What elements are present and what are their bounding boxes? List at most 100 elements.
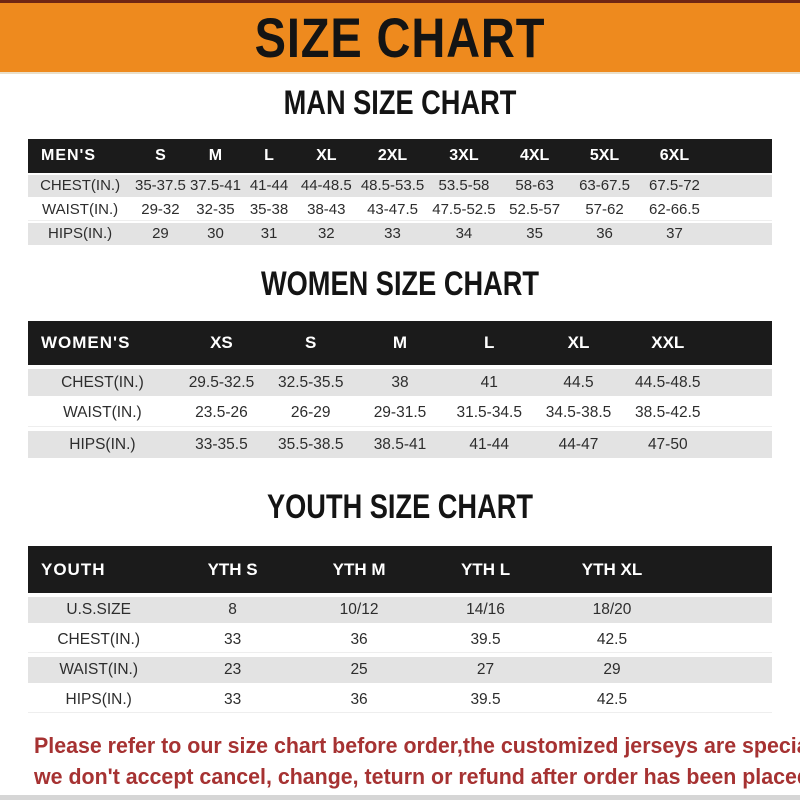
size-column-header: M xyxy=(355,321,445,366)
size-value-cell: 10/12 xyxy=(295,597,423,624)
row-label: CHEST(IN.) xyxy=(28,627,170,654)
size-column-header: S xyxy=(132,138,189,173)
size-value-cell: 23.5-26 xyxy=(176,400,267,428)
row-label: WAIST(IN.) xyxy=(28,198,133,221)
size-value-cell: 63-67.5 xyxy=(569,174,640,197)
size-column-header: 6XL xyxy=(639,138,710,173)
size-value-cell: 30 xyxy=(188,222,243,245)
row-filler-cell xyxy=(712,400,772,428)
size-value-cell: 39.5 xyxy=(422,687,549,714)
size-value-cell: 32.5-35.5 xyxy=(266,369,356,397)
table-header-row: YOUTH YTH S YTH M YTH L YTH XL xyxy=(28,546,772,594)
disclaimer: Please refer to our size chart before or… xyxy=(0,730,800,792)
row-filler-cell xyxy=(675,627,772,654)
size-value-cell: 35-37.5 xyxy=(132,174,189,197)
size-value-cell: 33-35.5 xyxy=(176,431,267,459)
size-value-cell: 44-47 xyxy=(533,431,624,459)
row-label: CHEST(IN.) xyxy=(28,369,177,397)
table-row-waist-in: WAIST(IN.) 23.5-26 26-29 29-31.5 31.5-34.5 34… xyxy=(28,400,772,428)
size-column-header: 3XL xyxy=(428,138,500,173)
disclaimer-line-2: we don't accept cancel, change, teturn o… xyxy=(34,764,800,790)
table-header-row: MEN'S S M L XL 2XL 3XL 4XL 5XL 6XL xyxy=(28,138,772,173)
youth-size-table: YOUTH YTH S YTH M YTH L YTH XL U.S.SIZE 8 10/12… xyxy=(28,542,772,717)
table-title-cell: WOMEN'S xyxy=(28,321,177,366)
page-title: SIZE CHART xyxy=(254,5,546,69)
row-label: U.S.SIZE xyxy=(28,597,170,624)
men-s-size-table: MEN'S S M L XL 2XL 3XL 4XL 5XL 6XL CHEST(IN.) 35-37… xyxy=(28,137,772,247)
size-value-cell: 33 xyxy=(169,687,296,714)
size-value-cell: 18/20 xyxy=(548,597,676,624)
size-value-cell: 26-29 xyxy=(266,400,356,428)
row-label: HIPS(IN.) xyxy=(28,431,177,459)
row-filler-cell xyxy=(709,222,772,245)
table-row-waist-in: WAIST(IN.) 23 25 27 29 xyxy=(28,657,772,684)
section-women-size-chart: WOMEN SIZE CHART WOMEN'S XS S M L XL XXL CHEST(I… xyxy=(0,266,800,463)
size-value-cell: 33 xyxy=(356,222,429,245)
table-title-cell: YOUTH xyxy=(28,546,170,594)
size-value-cell: 47.5-52.5 xyxy=(428,198,500,221)
table-row-chest-in: CHEST(IN.) 29.5-32.5 32.5-35.5 38 41 44.5 44.5… xyxy=(28,369,772,397)
size-value-cell: 29 xyxy=(132,222,189,245)
size-value-cell: 36 xyxy=(295,687,423,714)
table-row-chest-in: CHEST(IN.) 35-37.5 37.5-41 41-44 44-48.5 48.5… xyxy=(28,174,772,197)
section-man-size-chart: MAN SIZE CHART MEN'S S M L XL 2XL 3XL 4XL 5XL 6XL C… xyxy=(0,85,800,247)
header-filler-cell xyxy=(709,138,772,173)
size-value-cell: 53.5-58 xyxy=(428,174,500,197)
size-value-cell: 39.5 xyxy=(422,627,549,654)
size-value-cell: 29-31.5 xyxy=(355,400,445,428)
size-value-cell: 41-44 xyxy=(242,174,296,197)
size-value-cell: 48.5-53.5 xyxy=(356,174,429,197)
size-value-cell: 44-48.5 xyxy=(295,174,357,197)
row-filler-cell xyxy=(709,198,772,221)
row-filler-cell xyxy=(675,597,772,624)
table-header-row: WOMEN'S XS S M L XL XXL xyxy=(28,321,772,366)
size-value-cell: 33 xyxy=(169,627,296,654)
size-value-cell: 37 xyxy=(639,222,710,245)
table-row-chest-in: CHEST(IN.) 33 36 39.5 42.5 xyxy=(28,627,772,654)
size-value-cell: 38-43 xyxy=(295,198,357,221)
size-value-cell: 34 xyxy=(428,222,500,245)
size-value-cell: 31 xyxy=(242,222,296,245)
section-heading: YOUTH SIZE CHART xyxy=(267,488,533,527)
disclaimer-line-1: Please refer to our size chart before or… xyxy=(34,733,800,759)
size-value-cell: 35 xyxy=(499,222,570,245)
size-value-cell: 38 xyxy=(355,369,445,397)
size-column-header: YTH S xyxy=(169,546,296,594)
row-label: CHEST(IN.) xyxy=(28,174,133,197)
sections-container: MAN SIZE CHART MEN'S S M L XL 2XL 3XL 4XL 5XL 6XL C… xyxy=(0,85,800,717)
row-label: WAIST(IN.) xyxy=(28,400,177,428)
size-column-header: 4XL xyxy=(499,138,570,173)
women-s-size-table: WOMEN'S XS S M L XL XXL CHEST(IN.) 29.5-32.5 32.5… xyxy=(28,317,772,462)
size-value-cell: 44.5 xyxy=(533,369,624,397)
table-row-u-s-size: U.S.SIZE 8 10/12 14/16 18/20 xyxy=(28,597,772,624)
row-filler-cell xyxy=(712,431,772,459)
size-value-cell: 29 xyxy=(548,657,676,684)
size-value-cell: 14/16 xyxy=(422,597,549,624)
size-column-header: L xyxy=(242,138,296,173)
banner: SIZE CHART xyxy=(0,0,800,74)
size-column-header: XS xyxy=(176,321,267,366)
size-value-cell: 25 xyxy=(295,657,423,684)
size-value-cell: 44.5-48.5 xyxy=(623,369,713,397)
size-value-cell: 43-47.5 xyxy=(356,198,429,221)
size-column-header: 2XL xyxy=(356,138,429,173)
bottom-strip xyxy=(0,795,800,800)
size-column-header: M xyxy=(188,138,243,173)
size-value-cell: 62-66.5 xyxy=(639,198,710,221)
size-value-cell: 38.5-42.5 xyxy=(623,400,713,428)
size-value-cell: 27 xyxy=(422,657,549,684)
size-value-cell: 41 xyxy=(444,369,534,397)
size-value-cell: 38.5-41 xyxy=(355,431,445,459)
row-filler-cell xyxy=(675,657,772,684)
size-column-header: YTH L xyxy=(422,546,549,594)
size-value-cell: 34.5-38.5 xyxy=(533,400,624,428)
size-value-cell: 41-44 xyxy=(444,431,534,459)
size-value-cell: 58-63 xyxy=(499,174,570,197)
size-column-header: YTH M xyxy=(295,546,423,594)
size-value-cell: 31.5-34.5 xyxy=(444,400,534,428)
row-filler-cell xyxy=(709,174,772,197)
size-value-cell: 42.5 xyxy=(548,627,676,654)
size-column-header: XL xyxy=(533,321,624,366)
size-value-cell: 32 xyxy=(295,222,357,245)
table-title-cell: MEN'S xyxy=(28,138,133,173)
